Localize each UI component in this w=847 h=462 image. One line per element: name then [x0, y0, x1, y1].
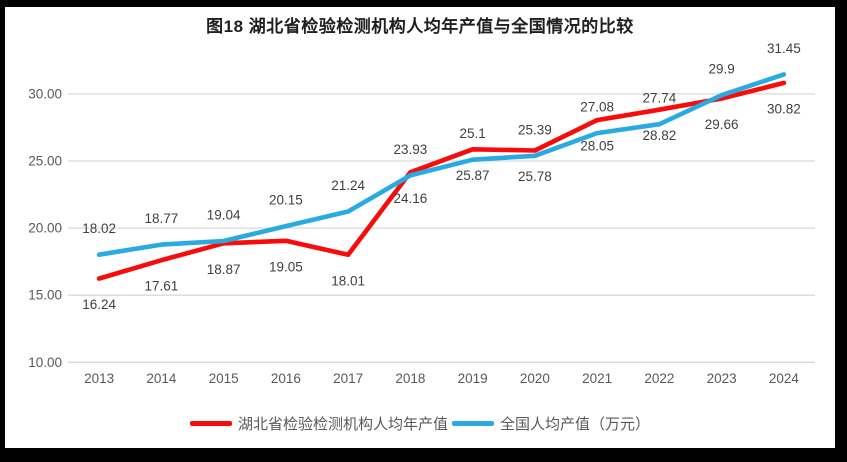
legend-line-swatch-hubei-icon [189, 420, 232, 426]
y-axis-tick-labels: 10.00 15.00 20.00 25.00 30.00 [28, 86, 62, 369]
legend-item-national: 全国人均产值（万元） [452, 413, 650, 434]
svg-text:25.78: 25.78 [518, 169, 552, 184]
series-line-0 [96, 80, 787, 281]
svg-text:10.00: 10.00 [28, 355, 62, 370]
svg-text:20.15: 20.15 [269, 193, 303, 208]
svg-text:25.39: 25.39 [518, 122, 552, 137]
svg-text:31.45: 31.45 [767, 41, 801, 56]
svg-text:18.01: 18.01 [331, 273, 365, 288]
svg-text:2016: 2016 [271, 371, 301, 386]
svg-text:19.05: 19.05 [269, 259, 303, 274]
svg-text:24.16: 24.16 [393, 191, 427, 206]
svg-text:15.00: 15.00 [28, 288, 62, 303]
svg-text:27.74: 27.74 [642, 91, 676, 106]
chart-panel: 图18 湖北省检验检测机构人均年产值与全国情况的比较 10.00 15.00 20.… [5, 7, 835, 448]
legend-line-swatch-national-icon [452, 420, 494, 426]
svg-text:29.66: 29.66 [705, 117, 739, 132]
series-data-labels-0: 16.24 17.61 18.87 19.05 18.01 24.16 25.87 25.78… [82, 101, 801, 312]
legend-label-national: 全国人均产值（万元） [500, 415, 651, 433]
svg-text:2017: 2017 [333, 371, 363, 386]
svg-text:2024: 2024 [769, 371, 800, 386]
svg-text:2022: 2022 [644, 371, 674, 386]
svg-text:29.9: 29.9 [708, 62, 734, 77]
svg-text:25.87: 25.87 [456, 168, 490, 183]
svg-text:19.04: 19.04 [207, 207, 241, 222]
svg-text:2019: 2019 [458, 371, 488, 386]
gridlines [68, 93, 815, 363]
series-data-labels-1: 18.02 18.77 19.04 20.15 21.24 23.93 25.1 25.39 2… [82, 41, 801, 236]
svg-text:18.87: 18.87 [207, 262, 241, 277]
svg-text:2020: 2020 [520, 371, 550, 386]
svg-text:30.00: 30.00 [28, 86, 62, 101]
series-line-1 [96, 72, 787, 257]
svg-text:2013: 2013 [84, 371, 114, 386]
svg-text:25.1: 25.1 [459, 126, 485, 141]
svg-text:18.77: 18.77 [144, 211, 178, 226]
svg-text:20.00: 20.00 [28, 221, 62, 236]
svg-text:28.82: 28.82 [642, 128, 676, 143]
x-axis-tick-labels: 2013 2014 2015 2016 2017 2018 2019 2020 2021 2022… [84, 371, 799, 386]
svg-text:21.24: 21.24 [331, 178, 365, 193]
svg-text:28.05: 28.05 [580, 139, 614, 154]
svg-text:2014: 2014 [146, 371, 177, 386]
svg-text:17.61: 17.61 [144, 279, 178, 294]
svg-text:30.82: 30.82 [767, 101, 801, 116]
chart-legend: 湖北省检验检测机构人均年产值 全国人均产值（万元） [5, 412, 835, 434]
svg-text:2021: 2021 [582, 371, 612, 386]
svg-text:16.24: 16.24 [82, 297, 116, 312]
svg-text:23.93: 23.93 [393, 142, 427, 157]
svg-text:18.02: 18.02 [82, 221, 116, 236]
chart-title: 图18 湖北省检验检测机构人均年产值与全国情况的比较 [206, 17, 634, 36]
svg-text:25.00: 25.00 [28, 154, 62, 169]
svg-text:2023: 2023 [707, 371, 737, 386]
svg-text:2015: 2015 [209, 371, 239, 386]
legend-label-hubei: 湖北省检验检测机构人均年产值 [237, 415, 448, 433]
legend-item-hubei: 湖北省检验检测机构人均年产值 [189, 413, 448, 434]
svg-text:2018: 2018 [395, 371, 425, 386]
svg-text:27.08: 27.08 [580, 100, 614, 115]
